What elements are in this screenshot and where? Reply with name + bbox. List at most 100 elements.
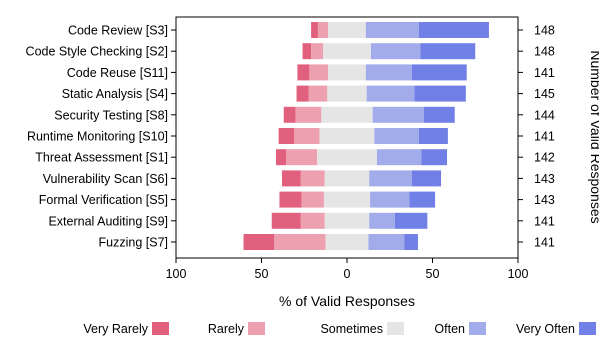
bar-segment-very-often (423, 106, 455, 123)
x-axis-title: % of Valid Responses (279, 293, 415, 309)
bar-segment-often (368, 234, 405, 250)
x-tick-label: 50 (426, 267, 440, 281)
bar-segment-sometimes (327, 85, 367, 102)
bar-segment-sometimes (321, 106, 373, 123)
bar-segment-rarely (301, 191, 324, 208)
legend-swatch-very-rarely (152, 322, 169, 335)
bar-segment-often (374, 128, 419, 144)
category-label: Runtime Monitoring [S10] (27, 130, 168, 144)
legend-label-very-often: Very Often (516, 322, 575, 336)
bar-segment-often (370, 43, 421, 60)
bar-segment-very-often (411, 170, 442, 187)
x-tick-label: 0 (344, 267, 351, 281)
bar-segment-very-rarely (296, 85, 309, 102)
bars-group (243, 22, 489, 250)
bar-segment-sometimes (324, 212, 370, 229)
bar-segment-rarely (293, 128, 320, 144)
bar-segment-very-often (404, 234, 418, 250)
bar-segment-very-rarely (283, 106, 296, 123)
count-label: 142 (534, 151, 555, 165)
bar-segment-sometimes (319, 128, 375, 144)
bar-segment-often (369, 212, 395, 229)
bar-segment-very-rarely (271, 212, 301, 229)
bar-segment-sometimes (328, 64, 366, 81)
bar-segment-very-rarely (278, 128, 294, 144)
bar-segment-rarely (308, 85, 328, 102)
count-label: 141 (534, 214, 555, 228)
category-label: Code Style Checking [S2] (26, 45, 168, 59)
category-labels: Code Review [S3] Code Style Checking [S2]… (26, 24, 176, 250)
legend-label-very-rarely: Very Rarely (83, 322, 148, 336)
bar-segment-rarely (295, 106, 322, 123)
category-label: External Auditing [S9] (48, 214, 168, 228)
bar-segment-very-often (421, 149, 448, 166)
right-axis-title: Number of Valid Responses (588, 50, 599, 223)
bar-segment-very-often (420, 43, 476, 60)
bar-segment-rarely (300, 170, 325, 187)
count-label: 141 (534, 130, 555, 144)
bar-segment-very-often (411, 64, 467, 81)
x-tick-label: 50 (255, 267, 269, 281)
count-label: 148 (534, 24, 555, 38)
category-label: Fuzzing [S7] (99, 236, 168, 250)
x-tick-label: 100 (508, 267, 529, 281)
bar-segment-very-rarely (279, 191, 302, 208)
legend-swatch-rarely (248, 322, 265, 335)
bar-segment-rarely (286, 149, 318, 166)
category-label: Security Testing [S8] (54, 108, 168, 122)
count-label: 148 (534, 45, 555, 59)
count-label: 143 (534, 172, 555, 186)
bar-segment-often (366, 85, 415, 102)
legend-label-sometimes: Sometimes (320, 322, 383, 336)
bar-segment-very-rarely (311, 22, 318, 38)
bar-segment-often (365, 64, 412, 81)
bar-segment-very-often (414, 85, 466, 102)
bar-segment-often (372, 106, 424, 123)
bar-segment-sometimes (324, 170, 370, 187)
bar-segment-often (370, 191, 410, 208)
category-label: Code Reuse [S11] (67, 66, 168, 80)
bar-segment-very-rarely (243, 234, 275, 250)
bar-segment-often (369, 170, 412, 187)
bar-segment-sometimes (323, 43, 371, 60)
bar-segment-sometimes (317, 149, 377, 166)
bar-segment-sometimes (323, 191, 371, 208)
count-label: 141 (534, 66, 555, 80)
legend-label-rarely: Rarely (208, 322, 245, 336)
bar-segment-very-rarely (276, 149, 287, 166)
legend-label-often: Often (434, 322, 465, 336)
category-label: Static Analysis [S4] (62, 87, 168, 101)
bar-segment-sometimes (325, 234, 369, 250)
bar-segment-very-often (409, 191, 436, 208)
category-label: Code Review [S3] (68, 24, 168, 38)
x-tick-label: 100 (166, 267, 187, 281)
bar-segment-very-rarely (297, 64, 310, 81)
bar-segment-sometimes (328, 22, 366, 38)
bar-segment-very-often (418, 128, 448, 144)
count-label: 144 (534, 108, 555, 122)
bar-segment-rarely (317, 22, 329, 38)
bar-segment-very-rarely (302, 43, 312, 60)
bar-segment-often (376, 149, 422, 166)
category-label: Vulnerability Scan [S6] (43, 172, 168, 186)
bar-segment-rarely (274, 234, 326, 250)
count-label: 145 (534, 87, 555, 101)
x-axis-ticks: 100 50 0 50 100 (166, 258, 529, 281)
legend: Very Rarely Rarely Sometimes Often Very Ofte… (83, 322, 596, 336)
count-labels: 148 148 141 145 144 141 142 143 143 141 141 (518, 24, 555, 250)
count-label: 141 (534, 236, 555, 250)
category-label: Formal Verification [S5] (39, 193, 168, 207)
bar-segment-rarely (300, 212, 325, 229)
bar-segment-rarely (311, 43, 324, 60)
count-label: 143 (534, 193, 555, 207)
category-label: Threat Assessment [S1] (35, 151, 168, 165)
bar-segment-very-often (394, 212, 428, 229)
bar-segment-often (365, 22, 419, 38)
bar-segment-rarely (309, 64, 329, 81)
legend-swatch-often (469, 322, 486, 335)
legend-swatch-very-often (579, 322, 596, 335)
legend-swatch-sometimes (387, 322, 404, 335)
bar-segment-very-often (418, 22, 489, 38)
bar-segment-very-rarely (282, 170, 301, 187)
